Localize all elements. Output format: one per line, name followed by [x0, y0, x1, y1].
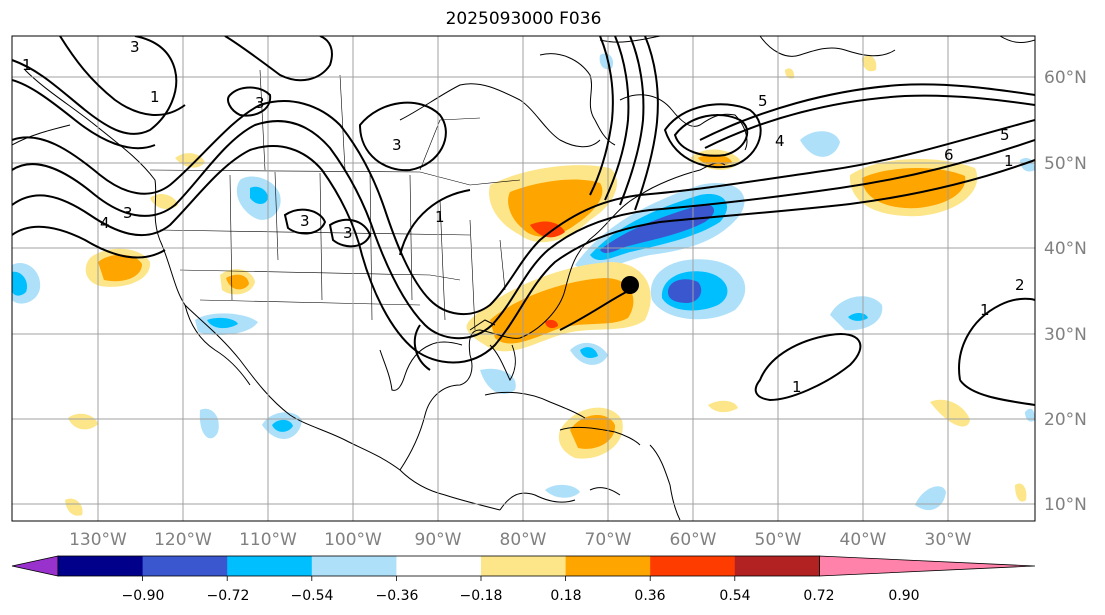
map-title: 2025093000 F036 — [445, 9, 602, 29]
contour-lines — [12, 36, 1035, 406]
lon-label: 100°W — [324, 530, 382, 550]
lon-label: 110°W — [239, 530, 297, 550]
colorbar-tick-labels: −0.90 −0.72 −0.54 −0.36 −0.18 0.18 0.36 … — [122, 588, 920, 604]
colorbar-extend-low — [11, 555, 59, 577]
lon-label: 50°W — [755, 530, 802, 550]
contour-label: 3 — [300, 212, 310, 230]
colorbar-outline — [57, 555, 820, 577]
contour-label: 1 — [980, 301, 990, 319]
lon-label: 70°W — [585, 530, 632, 550]
colorbar-segment — [481, 556, 567, 576]
lat-label: 20°N — [1044, 410, 1087, 430]
colorbar-tick-label: 0.90 — [888, 588, 919, 604]
longitude-labels: 130°W 120°W 110°W 100°W 90°W 80°W 70°W 6… — [69, 530, 972, 550]
contour-label: 3 — [255, 94, 265, 112]
colorbar-segment — [227, 556, 313, 576]
contour-label: 3 — [343, 224, 353, 242]
colorbar-extend-high — [819, 555, 1036, 577]
lat-label: 30°N — [1044, 325, 1087, 345]
lat-label: 10°N — [1044, 495, 1087, 515]
contour-label: 1 — [150, 88, 160, 106]
colorbar-tick-label: 0.36 — [634, 588, 665, 604]
lon-label: 80°W — [500, 530, 547, 550]
lon-label: 90°W — [415, 530, 462, 550]
colorbar-tick-label: −0.72 — [207, 588, 250, 604]
colorbar-segment — [58, 556, 144, 576]
colorbar-tick-label: −0.90 — [122, 588, 165, 604]
colorbar-tick-label: −0.18 — [460, 588, 503, 604]
colorbar-tick-label: 0.18 — [550, 588, 581, 604]
lat-label: 60°N — [1044, 68, 1087, 88]
lon-label: 60°W — [670, 530, 717, 550]
contour-label: 3 — [392, 136, 402, 154]
contour-label: 1 — [22, 56, 32, 74]
lon-label: 30°W — [925, 530, 972, 550]
colorbar-segment — [142, 556, 228, 576]
colorbar-segment — [734, 556, 820, 576]
colorbar-tick-label: 0.54 — [719, 588, 750, 604]
colorbar-segment — [650, 556, 736, 576]
colorbar-tick-label: 0.72 — [803, 588, 834, 604]
contour-label-group: 3 1 3 3 3 3 1 1 4 3 5 4 6 5 1 1 2 1 — [22, 38, 1025, 396]
contour-label: 1 — [792, 378, 802, 396]
storm-center-marker — [621, 276, 639, 294]
contour-label: 4 — [775, 132, 785, 150]
colorbar-segment — [565, 556, 651, 576]
colorbar-segment — [311, 556, 397, 576]
contour-label: 3 — [123, 204, 133, 222]
colorbar — [11, 555, 1036, 581]
contour-label: 2 — [1015, 276, 1025, 294]
lat-label: 40°N — [1044, 239, 1087, 259]
lon-label: 130°W — [69, 530, 127, 550]
contour-label: 5 — [1000, 126, 1010, 144]
lat-label: 50°N — [1044, 154, 1087, 174]
colorbar-tick-label: −0.36 — [376, 588, 419, 604]
colorbar-segment — [396, 556, 482, 576]
map-frame — [11, 35, 1036, 522]
contour-label: 3 — [130, 38, 140, 56]
colorbar-tick-label: −0.54 — [291, 588, 334, 604]
contour-label: 5 — [758, 92, 768, 110]
positive-anomaly-shading — [65, 55, 1027, 516]
lon-label: 120°W — [154, 530, 212, 550]
latitude-labels: 60°N 50°N 40°N 30°N 20°N 10°N — [1044, 68, 1087, 515]
contour-label: 1 — [1004, 152, 1014, 170]
graticule — [12, 36, 1035, 521]
contour-label: 4 — [100, 214, 110, 232]
contour-label: 1 — [435, 208, 445, 226]
lon-label: 40°W — [840, 530, 887, 550]
coastlines — [12, 36, 1035, 521]
contour-label: 6 — [944, 146, 954, 164]
